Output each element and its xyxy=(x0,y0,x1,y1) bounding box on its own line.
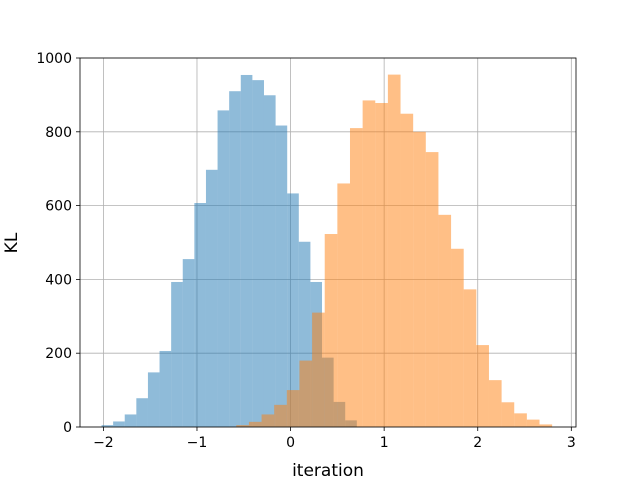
histogram-bar xyxy=(349,128,363,428)
histogram-bar xyxy=(438,214,452,427)
y-tick-label: 600 xyxy=(45,199,72,215)
histogram-bar xyxy=(299,360,313,427)
histogram-bar xyxy=(236,425,249,427)
y-axis-label: KL xyxy=(2,232,22,253)
x-tick-label: 3 xyxy=(567,435,576,451)
histogram-bar xyxy=(286,390,300,427)
histogram-bar xyxy=(387,74,401,427)
histogram-bar xyxy=(124,414,137,427)
y-tick-label: 1000 xyxy=(36,51,72,67)
x-tick-label: 0 xyxy=(286,435,295,451)
histogram-bar xyxy=(312,312,325,427)
histogram-bar xyxy=(539,424,553,427)
histogram-bar xyxy=(425,152,439,427)
histogram-bar xyxy=(451,248,464,427)
histogram-bar xyxy=(248,421,262,427)
histogram-bar xyxy=(275,125,288,427)
y-tick-label: 0 xyxy=(63,420,72,436)
histogram-bar xyxy=(514,413,527,427)
x-tick-label: 2 xyxy=(473,435,482,451)
histogram-bars xyxy=(101,74,553,428)
x-tick-label: −2 xyxy=(93,435,114,451)
histogram-bar xyxy=(526,419,540,427)
histogram-bar xyxy=(240,74,253,427)
histogram-bar xyxy=(136,398,148,427)
histogram-bar xyxy=(159,350,172,427)
histogram-bar xyxy=(362,100,376,427)
x-axis-label: iteration xyxy=(292,461,364,480)
histogram-bar xyxy=(274,404,287,427)
histogram-bar xyxy=(400,113,414,428)
histogram-bar xyxy=(324,234,338,427)
y-tick-label: 200 xyxy=(45,346,72,362)
histogram-bar xyxy=(298,241,311,427)
histogram-bar xyxy=(205,169,218,427)
histogram-bar xyxy=(182,259,195,427)
histogram-bar xyxy=(375,103,388,427)
histogram-bar xyxy=(413,131,426,428)
histogram-bar xyxy=(194,203,206,427)
histogram-bar xyxy=(101,425,114,427)
histogram-bar xyxy=(113,421,125,427)
x-tick-label: 1 xyxy=(380,435,389,451)
histogram-bar xyxy=(229,91,241,428)
histogram-bar xyxy=(261,414,275,427)
histogram-bar xyxy=(263,95,276,428)
histogram-bar xyxy=(476,345,489,427)
histogram-bar xyxy=(463,289,477,427)
plot-frame xyxy=(79,57,577,428)
histogram-bar xyxy=(337,183,350,427)
y-tick-label: 800 xyxy=(45,125,72,141)
histogram-bar xyxy=(217,110,230,427)
axis-ticks: −2 −1 0 1 2 3 0 200 400 600 800 1000 xyxy=(36,51,575,451)
histogram-bar xyxy=(171,281,183,427)
histogram-bar xyxy=(488,380,502,427)
x-tick-label: −1 xyxy=(187,435,208,451)
histogram-bar xyxy=(287,193,299,427)
histogram-bar xyxy=(501,402,515,427)
histogram-bar xyxy=(252,80,264,427)
y-tick-label: 400 xyxy=(45,272,72,288)
histogram-series-2 xyxy=(236,74,553,428)
histogram-bar xyxy=(147,372,160,427)
